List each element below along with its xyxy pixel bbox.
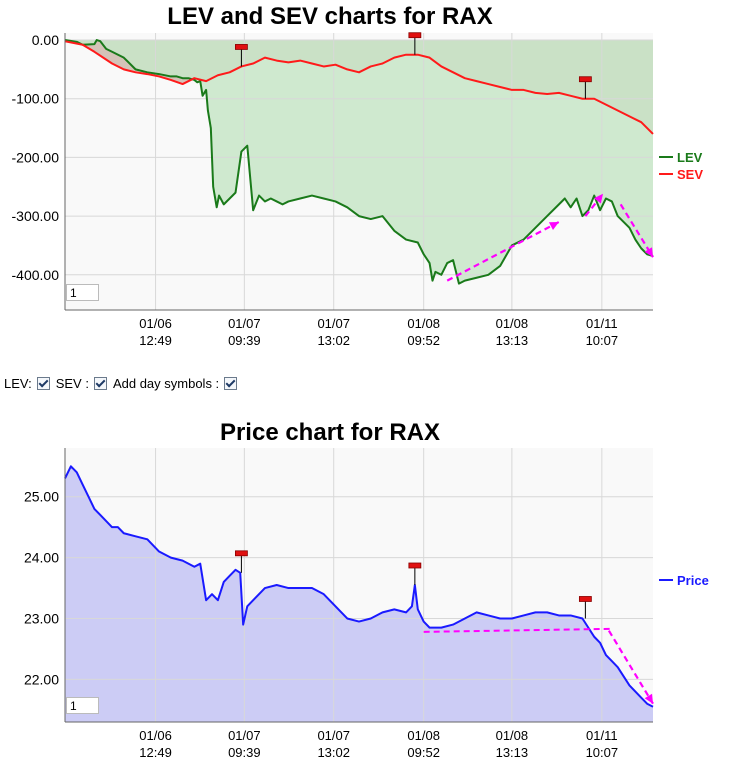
lev-checkbox-label: LEV: [4, 376, 32, 391]
price-line [64, 465, 654, 708]
chart-controls: LEV: SEV : Add day symbols : [4, 376, 240, 391]
x-tick-label-time: 09:52 [407, 333, 440, 348]
x-tick-label-time: 13:13 [496, 333, 529, 348]
sev-checkbox[interactable] [93, 377, 107, 390]
day-symbol-flag [578, 596, 592, 602]
x-tick-label-date: 01/06 [139, 728, 172, 743]
trend-arrow-line [446, 220, 560, 282]
day-symbol-flag [234, 550, 248, 557]
x-tick-label-date: 01/07 [317, 316, 350, 331]
trend-arrow-line [607, 630, 654, 705]
y-tick-label: 25.00 [24, 489, 59, 505]
lev-zoom-input[interactable]: 1 [66, 284, 99, 301]
lev-sev-chart-title: LEV and SEV charts for RAX [167, 3, 493, 30]
lev-area [65, 40, 653, 284]
x-tick-label-date: 01/06 [139, 316, 172, 331]
legend-label: SEV [677, 167, 703, 182]
x-tick-label-time: 09:52 [407, 745, 440, 760]
day-symbol-flag [408, 32, 422, 39]
sev-checkbox-label: SEV : [55, 376, 89, 391]
plot-area [65, 448, 653, 722]
x-tick-label-date: 01/08 [407, 728, 440, 743]
y-tick-label: 0.00 [32, 32, 59, 48]
legend-label: Price [677, 573, 709, 588]
x-tick-label-date: 01/08 [496, 316, 529, 331]
trend-arrow-head [644, 693, 653, 704]
x-tick-label-date: 01/08 [496, 728, 529, 743]
lev-checkbox[interactable] [36, 377, 50, 390]
trend-arrow-head [548, 221, 559, 231]
x-tick-label-date: 01/07 [228, 728, 261, 743]
x-tick-label-time: 12:49 [139, 745, 172, 760]
sev-line [64, 40, 654, 135]
x-tick-label-date: 01/07 [228, 316, 261, 331]
trend-arrow-head [644, 247, 653, 258]
x-tick-label-time: 10:07 [586, 745, 619, 760]
lev-line [64, 39, 654, 285]
y-tick-label: -400.00 [12, 267, 60, 283]
x-tick-label-time: 12:49 [139, 333, 172, 348]
y-tick-label: -200.00 [12, 149, 60, 165]
day-symbol-flag [408, 562, 422, 569]
y-tick-label: 23.00 [24, 610, 59, 626]
y-tick-label: -100.00 [12, 91, 60, 107]
y-tick-label: -300.00 [12, 208, 60, 224]
x-tick-label-date: 01/11 [586, 316, 618, 331]
price-area [65, 466, 653, 722]
legend-label: LEV [677, 150, 703, 165]
x-tick-label-time: 10:07 [586, 333, 619, 348]
x-tick-label-date: 01/08 [407, 316, 440, 331]
x-tick-label-time: 09:39 [228, 333, 261, 348]
trend-dash-line [423, 627, 612, 633]
price-chart-title: Price chart for RAX [219, 419, 441, 446]
x-tick-label-date: 01/11 [586, 728, 618, 743]
x-tick-label-time: 13:13 [496, 745, 529, 760]
day-symbol-flag [234, 44, 248, 50]
x-tick-label-date: 01/07 [317, 728, 350, 743]
x-tick-label-time: 09:39 [228, 745, 261, 760]
day-symbols-checkbox-label: Add day symbols : [112, 376, 220, 391]
y-tick-label: 24.00 [24, 550, 59, 566]
x-tick-label-time: 13:02 [317, 745, 350, 760]
lev-sev-chart: 0.00 -100.00 -200.00 -300.00 -400.00 01/06 12:… [12, 32, 704, 348]
trend-arrow-head [594, 193, 604, 204]
x-tick-label-time: 13:02 [317, 333, 350, 348]
trend-arrow-line [619, 203, 654, 258]
day-symbols-checkbox[interactable] [224, 377, 238, 390]
price-zoom-input[interactable]: 1 [66, 697, 99, 714]
day-symbol-flag [578, 76, 592, 83]
y-tick-label: 22.00 [24, 671, 59, 687]
